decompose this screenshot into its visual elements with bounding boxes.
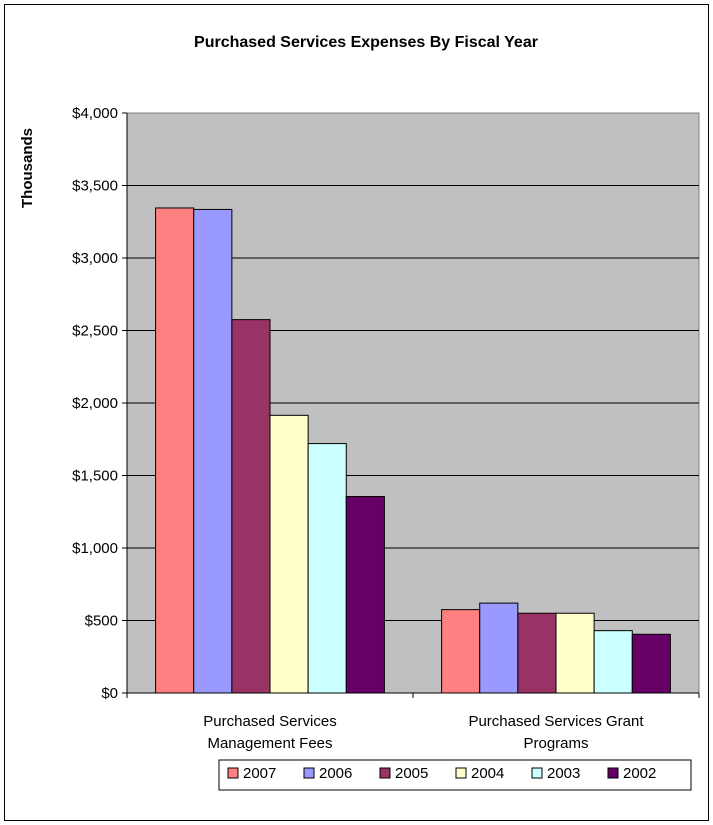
legend-swatch-2003 bbox=[531, 767, 543, 779]
bar-2005 bbox=[231, 319, 271, 694]
y-axis-label: Thousands bbox=[19, 128, 36, 208]
legend-swatch-2005 bbox=[379, 767, 391, 779]
y-axis: $0 $500 $1,000 $1,500 $2,000 $2,500 $3,000 $3,5… bbox=[72, 105, 128, 702]
bar-2003 bbox=[307, 443, 347, 694]
x-tick-label: Management Fees bbox=[207, 735, 332, 752]
bar-2002 bbox=[631, 633, 671, 694]
y-tick-label: $1,000 bbox=[72, 540, 118, 557]
y-tick-label: $3,000 bbox=[72, 250, 118, 267]
legend: 2007 2006 2005 2004 2003 2002 bbox=[218, 759, 692, 791]
bars bbox=[155, 207, 671, 694]
chart-title: Purchased Services Expenses By Fiscal Ye… bbox=[194, 34, 538, 51]
legend-label-2006: 2006 bbox=[319, 765, 352, 782]
x-axis: Purchased Services Management Fees Purchas… bbox=[126, 692, 700, 752]
y-tick-label: $0 bbox=[101, 685, 118, 702]
legend-swatch-2002 bbox=[607, 767, 619, 779]
y-tick-label: $2,000 bbox=[72, 395, 118, 412]
y-tick-label: $4,000 bbox=[72, 105, 118, 122]
legend-swatch-2006 bbox=[303, 767, 315, 779]
bar-2002 bbox=[345, 496, 385, 694]
x-tick-label: Purchased Services bbox=[203, 713, 336, 730]
y-tick-label: $500 bbox=[85, 613, 118, 630]
legend-label-2007: 2007 bbox=[243, 765, 276, 782]
legend-swatch-2007 bbox=[227, 767, 239, 779]
legend-label-2005: 2005 bbox=[395, 765, 428, 782]
bar-2004 bbox=[269, 414, 309, 694]
legend-label-2003: 2003 bbox=[547, 765, 580, 782]
x-tick-label: Programs bbox=[523, 735, 588, 752]
bar-2007 bbox=[441, 609, 481, 694]
y-tick-label: $3,500 bbox=[72, 178, 118, 195]
legend-box bbox=[218, 759, 692, 791]
bar-2007 bbox=[155, 207, 195, 694]
legend-label-2002: 2002 bbox=[623, 765, 656, 782]
bar-2004 bbox=[555, 612, 595, 694]
y-tick-label: $1,500 bbox=[72, 468, 118, 485]
legend-swatch-2004 bbox=[455, 767, 467, 779]
bar-2003 bbox=[593, 630, 633, 694]
bar-2006 bbox=[479, 602, 519, 694]
x-tick-label: Purchased Services Grant bbox=[468, 713, 644, 730]
legend-label-2004: 2004 bbox=[471, 765, 504, 782]
y-tick-label: $2,500 bbox=[72, 323, 118, 340]
bar-2005 bbox=[517, 612, 557, 694]
bar-2006 bbox=[193, 208, 233, 694]
